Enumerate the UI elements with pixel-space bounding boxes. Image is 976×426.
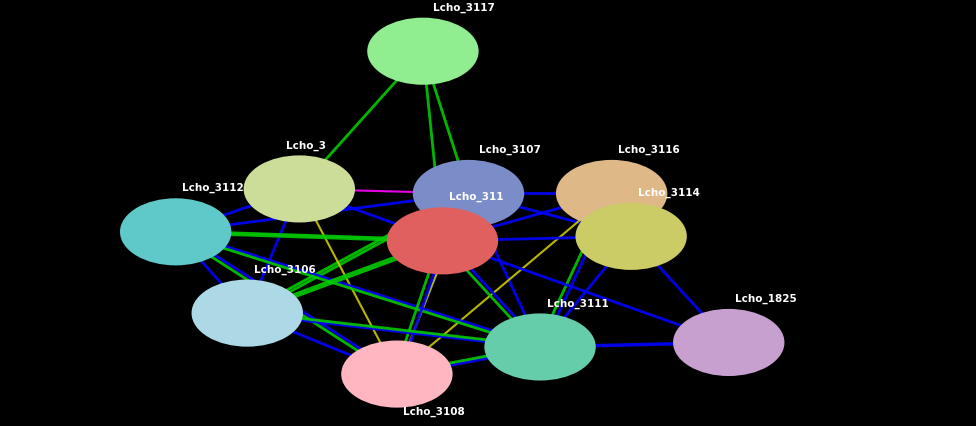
Text: Lcho_1825: Lcho_1825 [735, 294, 797, 304]
Text: Lcho_3108: Lcho_3108 [403, 407, 466, 417]
Ellipse shape [387, 208, 497, 273]
Ellipse shape [414, 161, 523, 226]
Text: Lcho_3107: Lcho_3107 [479, 145, 541, 155]
Ellipse shape [674, 310, 784, 375]
Ellipse shape [121, 199, 230, 265]
Text: Lcho_3: Lcho_3 [286, 140, 326, 150]
Ellipse shape [577, 204, 686, 269]
Text: Lcho_3106: Lcho_3106 [254, 265, 315, 275]
Ellipse shape [343, 342, 452, 406]
Text: Lcho_3111: Lcho_3111 [547, 298, 608, 308]
Ellipse shape [245, 156, 354, 222]
Ellipse shape [557, 161, 667, 226]
Text: Lcho_311: Lcho_311 [449, 192, 504, 202]
Text: Lcho_3116: Lcho_3116 [618, 145, 680, 155]
Text: Lcho_3112: Lcho_3112 [183, 183, 244, 193]
Text: Lcho_3114: Lcho_3114 [637, 188, 700, 198]
Text: Lcho_3117: Lcho_3117 [433, 3, 495, 13]
Ellipse shape [368, 19, 477, 84]
Ellipse shape [485, 314, 594, 380]
Ellipse shape [192, 281, 302, 345]
